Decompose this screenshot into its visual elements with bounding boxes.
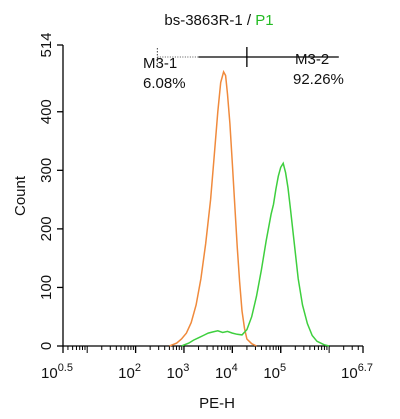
x-tick-label-3: 104 bbox=[215, 362, 238, 382]
x-tick-label-4: 105 bbox=[263, 362, 286, 382]
x-axis-label: PE-H bbox=[199, 395, 235, 412]
x-tick-label-0: 100.5 bbox=[41, 362, 73, 382]
x-tick-label-5: 106.7 bbox=[341, 362, 373, 382]
x-tick-label-2: 103 bbox=[167, 362, 190, 382]
y-tick-label-0: 0 bbox=[38, 342, 55, 350]
chart-title-gate: P1 bbox=[255, 12, 273, 29]
plot-area: 0 100 200 300 400 514 100.5 102 103 104 105 106.7 M3… bbox=[38, 32, 373, 382]
y-tick-label-4: 400 bbox=[38, 99, 55, 124]
y-axis-label: Count bbox=[12, 175, 29, 216]
x-tick-label-1: 102 bbox=[118, 362, 141, 382]
chart-title-main: bs-3863R-1 / bbox=[164, 12, 255, 29]
histogram-series-1 bbox=[169, 69, 257, 347]
gate-m3-2-percent: 92.26% bbox=[293, 71, 344, 88]
gate-m3-2-name: M3-2 bbox=[295, 51, 329, 68]
y-tick-label-1: 100 bbox=[38, 275, 55, 300]
y-tick-label-5: 514 bbox=[38, 32, 55, 57]
gate-m3-1-name: M3-1 bbox=[143, 55, 177, 72]
histogram-series-2 bbox=[181, 161, 330, 347]
chart-title: bs-3863R-1 / P1 bbox=[164, 12, 273, 29]
y-tick-label-3: 300 bbox=[38, 158, 55, 183]
gate-m3-1-percent: 6.08% bbox=[143, 75, 186, 92]
y-tick-label-2: 200 bbox=[38, 216, 55, 241]
